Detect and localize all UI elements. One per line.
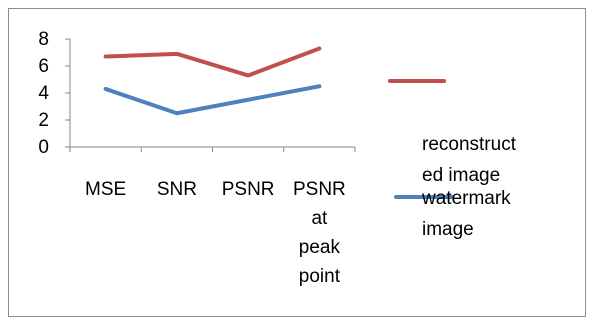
y-tick-label: 4 (38, 83, 49, 104)
x-tick-label: MSE (85, 179, 126, 200)
x-tick-label: PSNR at peak point (293, 179, 346, 287)
chart-series (103, 46, 322, 116)
chart-legend: reconstruct ed image watermark image (388, 79, 517, 240)
y-tick-label: 8 (38, 29, 49, 50)
x-tick-label: SNR (157, 179, 197, 200)
chart-frame (8, 8, 586, 317)
series-line-0 (103, 46, 322, 78)
y-tick-label: 2 (38, 110, 49, 131)
y-tick-label: 6 (38, 56, 49, 77)
y-tick-label: 0 (38, 137, 49, 158)
legend-label-0: reconstruct ed image (422, 134, 517, 186)
chart-axes: 0 2 4 6 8 MSE SNR PSNR PSNR at peak point (38, 29, 356, 287)
series-line-1 (103, 84, 322, 116)
x-tick-label: PSNR (222, 179, 275, 200)
legend-label-1: watermark image (421, 188, 511, 240)
